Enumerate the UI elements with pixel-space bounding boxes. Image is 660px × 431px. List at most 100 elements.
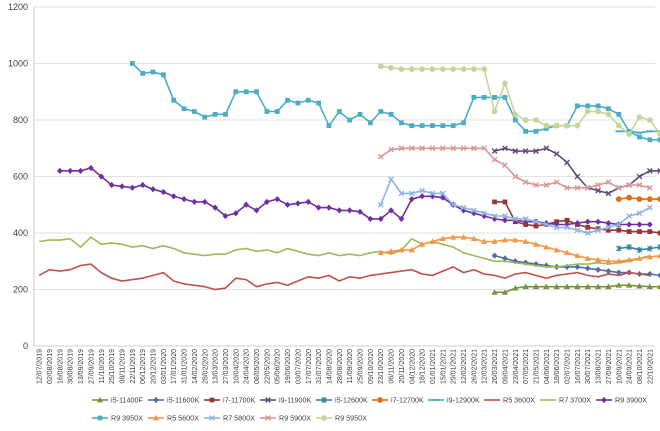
- data-point: [657, 137, 660, 143]
- data-point: [398, 246, 405, 253]
- data-point: [626, 182, 633, 188]
- data-point: [439, 190, 446, 197]
- legend-item: R5 3600X: [484, 396, 535, 405]
- series-line: [39, 236, 651, 268]
- data-point: [533, 223, 539, 229]
- data-point: [419, 123, 425, 129]
- data-point: [201, 198, 208, 206]
- series-line: [59, 167, 650, 226]
- data-point: [626, 229, 632, 234]
- data-point: [408, 190, 415, 197]
- legend-item: R9 5950X: [316, 414, 367, 423]
- data-point: [657, 196, 660, 202]
- x-tick-label: 02/07/2021: [565, 349, 572, 384]
- legend-label: i9-11900K: [279, 396, 311, 405]
- data-point: [636, 221, 643, 228]
- data-point: [584, 255, 591, 261]
- data-point: [615, 269, 622, 276]
- x-tick-label: 14/02/2020: [192, 349, 199, 384]
- data-point: [491, 238, 498, 244]
- data-point: [439, 66, 446, 73]
- series-line: [494, 147, 660, 195]
- x-tick-label: 06/11/2020: [389, 349, 396, 384]
- data-point: [243, 89, 249, 95]
- data-point: [564, 184, 570, 191]
- data-point: [502, 162, 508, 169]
- data-point: [585, 103, 591, 109]
- series-line: [380, 65, 660, 136]
- data-point: [615, 245, 622, 252]
- series-line: [618, 130, 660, 134]
- data-point: [460, 204, 467, 211]
- data-point: [657, 244, 660, 251]
- data-point: [615, 184, 622, 191]
- data-point: [461, 120, 466, 126]
- data-point: [595, 108, 601, 115]
- data-point: [564, 122, 570, 129]
- data-point: [481, 210, 488, 217]
- data-point: [471, 95, 477, 100]
- data-point: [502, 80, 508, 87]
- x-tick-label: 11/09/2020: [347, 349, 354, 384]
- x-tick-label: 13/09/2019: [78, 349, 85, 384]
- data-point: [502, 199, 508, 205]
- data-point: [388, 207, 394, 214]
- legend-label: i7-12700K: [391, 396, 424, 405]
- data-point: [409, 123, 415, 129]
- data-point: [119, 183, 125, 190]
- data-point: [181, 195, 187, 203]
- x-tick-label: 27/08/2021: [606, 349, 613, 384]
- x-tick-label: 12/02/2021: [461, 349, 468, 384]
- data-point: [647, 245, 653, 252]
- data-point: [563, 249, 571, 256]
- data-point: [429, 190, 436, 197]
- legend-item: R5 5600X: [148, 414, 199, 423]
- data-point: [646, 167, 653, 174]
- data-point: [265, 397, 271, 403]
- data-point: [522, 283, 529, 290]
- data-point: [512, 117, 518, 123]
- data-point: [626, 131, 633, 138]
- data-point: [419, 241, 426, 247]
- data-point: [419, 66, 426, 73]
- data-point: [646, 270, 653, 278]
- data-point: [326, 123, 332, 129]
- data-point: [347, 117, 353, 123]
- data-point: [336, 207, 343, 214]
- y-tick-label: 1200: [8, 2, 28, 12]
- x-tick-label: 01/01/2021: [430, 349, 437, 384]
- x-tick-label: 16/08/2019: [57, 349, 64, 384]
- x-tick-label: 09/04/2021: [502, 349, 509, 384]
- x-tick-label: 02/08/2019: [47, 349, 54, 384]
- data-point: [636, 196, 643, 202]
- data-point: [626, 194, 633, 201]
- data-point: [574, 219, 581, 227]
- series-r7-3700x: [39, 236, 651, 268]
- data-point: [254, 89, 259, 95]
- x-tick-label: 14/08/2020: [326, 349, 333, 384]
- data-point: [594, 256, 602, 263]
- data-point: [657, 272, 660, 279]
- data-point: [605, 111, 612, 118]
- x-tick-label: 28/08/2020: [337, 349, 344, 384]
- x-tick-label: 22/05/2020: [264, 349, 271, 384]
- data-point: [501, 236, 509, 243]
- data-point: [377, 397, 383, 403]
- data-point: [595, 103, 601, 109]
- data-point: [491, 289, 498, 295]
- data-point: [615, 282, 622, 288]
- data-point: [450, 145, 457, 152]
- data-point: [150, 186, 156, 193]
- series-line: [38, 263, 650, 291]
- data-point: [346, 207, 353, 214]
- data-point: [492, 199, 497, 205]
- data-point: [209, 397, 215, 403]
- data-point: [595, 187, 601, 194]
- data-point: [212, 204, 219, 211]
- data-point: [636, 114, 643, 121]
- data-point: [522, 179, 529, 186]
- data-point: [502, 95, 508, 100]
- data-point: [377, 63, 384, 70]
- data-point: [574, 122, 581, 129]
- x-tick-label: 17/01/2020: [171, 349, 178, 384]
